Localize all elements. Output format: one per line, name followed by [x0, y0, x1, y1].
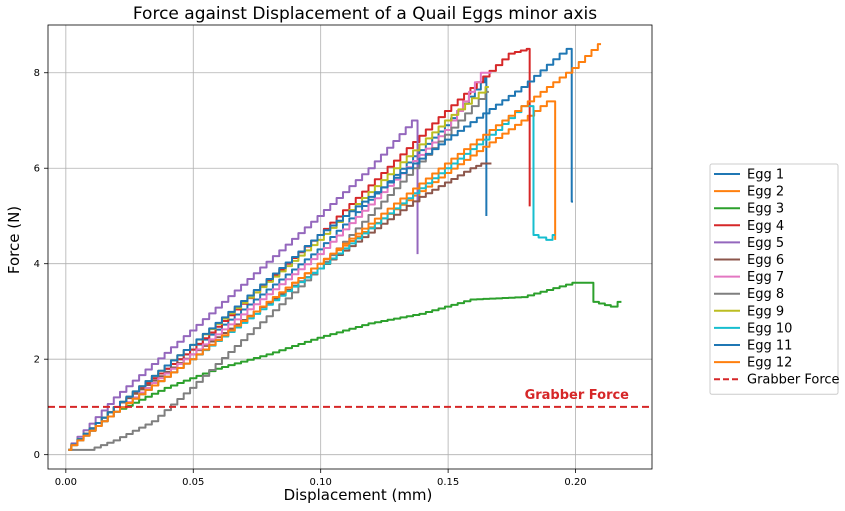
series-line-egg-11 [68, 47, 573, 451]
y-ticks: 0 2 4 6 8 [34, 68, 48, 461]
legend-label: Egg 12 [747, 356, 792, 371]
series-line-egg-12 [68, 43, 602, 451]
series-line-egg-7 [68, 71, 492, 451]
legend: Egg 1 Egg 2 Egg 3 Egg 4 Egg 5 Egg 6 Egg 7 Egg 8… [709, 163, 840, 395]
legend-label: Grabber Force [747, 373, 840, 388]
legend-label: Egg 5 [747, 236, 784, 251]
legend-label: Egg 7 [747, 270, 784, 285]
y-tick-label: 2 [34, 355, 40, 366]
legend-label: Egg 8 [747, 287, 784, 302]
legend-label: Egg 1 [747, 168, 784, 183]
y-tick-label: 6 [34, 164, 40, 175]
series-line-egg-10 [68, 105, 556, 451]
series-lines [68, 43, 622, 451]
x-ticks: 0.00 0.05 0.10 0.15 0.20 [55, 469, 587, 488]
legend-label: Egg 9 [747, 304, 784, 319]
grid [48, 25, 652, 469]
x-tick-label: 0.00 [55, 477, 77, 488]
legend-label: Egg 4 [747, 219, 784, 234]
series-line-egg-3 [68, 281, 622, 451]
legend-label: Egg 3 [747, 202, 784, 217]
x-tick-label: 0.05 [182, 477, 204, 488]
chart-title: Force against Displacement of a Quail Eg… [133, 4, 597, 24]
annotations: Grabber Force [525, 388, 630, 403]
y-tick-label: 8 [34, 68, 40, 79]
y-tick-label: 4 [34, 259, 40, 270]
legend-label: Egg 2 [747, 185, 784, 200]
series-line-egg-8 [68, 90, 489, 451]
x-tick-label: 0.15 [437, 477, 459, 488]
series-line-egg-5 [68, 119, 419, 451]
legend-label: Egg 11 [747, 339, 792, 354]
x-axis-label: Displacement (mm) [284, 486, 433, 504]
plot-frame [47, 24, 653, 470]
y-tick-label: 0 [34, 450, 40, 461]
legend-label: Egg 10 [747, 321, 792, 336]
legend-label: Egg 6 [747, 253, 784, 268]
grabber-force-annotation: Grabber Force [525, 388, 630, 403]
x-tick-label: 0.10 [310, 477, 332, 488]
x-tick-label: 0.20 [564, 477, 586, 488]
legend-box [709, 163, 839, 395]
y-axis-label: Force (N) [5, 206, 23, 274]
